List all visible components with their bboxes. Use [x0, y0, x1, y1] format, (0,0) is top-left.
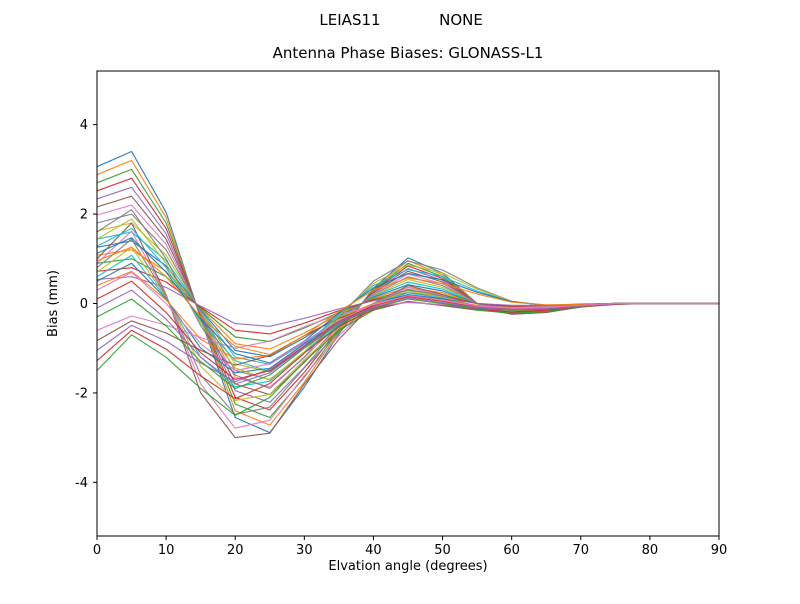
ticks-group: 0 10 20 30 40 50 60 70 80 90 -4 -2 0 2 4	[75, 118, 727, 558]
x-tick-label: 70	[573, 543, 590, 558]
y-tick-label: 4	[80, 118, 88, 133]
x-tick-label: 10	[158, 543, 175, 558]
series-line	[96, 254, 720, 388]
suptitle-radome: NONE	[439, 11, 483, 29]
series-line	[96, 246, 720, 402]
chart-title: Antenna Phase Biases: GLONASS-L1	[273, 44, 544, 62]
y-tick-label: -2	[75, 386, 88, 401]
x-tick-label: 50	[434, 543, 451, 558]
x-tick-label: 80	[642, 543, 659, 558]
series-line	[96, 298, 720, 390]
series-line	[96, 222, 720, 439]
y-tick-label: 0	[80, 297, 88, 312]
series-group	[96, 150, 720, 439]
plot-frame	[96, 70, 720, 537]
y-axis-label: Bias (mm)	[46, 270, 61, 337]
x-tick-label: 60	[503, 543, 520, 558]
x-axis-label: Elvation angle (degrees)	[328, 559, 487, 574]
y-tick-label: -4	[75, 476, 88, 491]
x-tick-label: 20	[227, 543, 244, 558]
x-tick-label: 30	[296, 543, 313, 558]
suptitle-station: LEIAS11	[319, 11, 380, 29]
x-tick-label: 0	[93, 543, 101, 558]
x-tick-label: 40	[365, 543, 382, 558]
y-tick-label: 2	[80, 208, 88, 223]
series-line	[96, 301, 720, 383]
series-line	[96, 271, 720, 372]
x-tick-label: 90	[711, 543, 728, 558]
